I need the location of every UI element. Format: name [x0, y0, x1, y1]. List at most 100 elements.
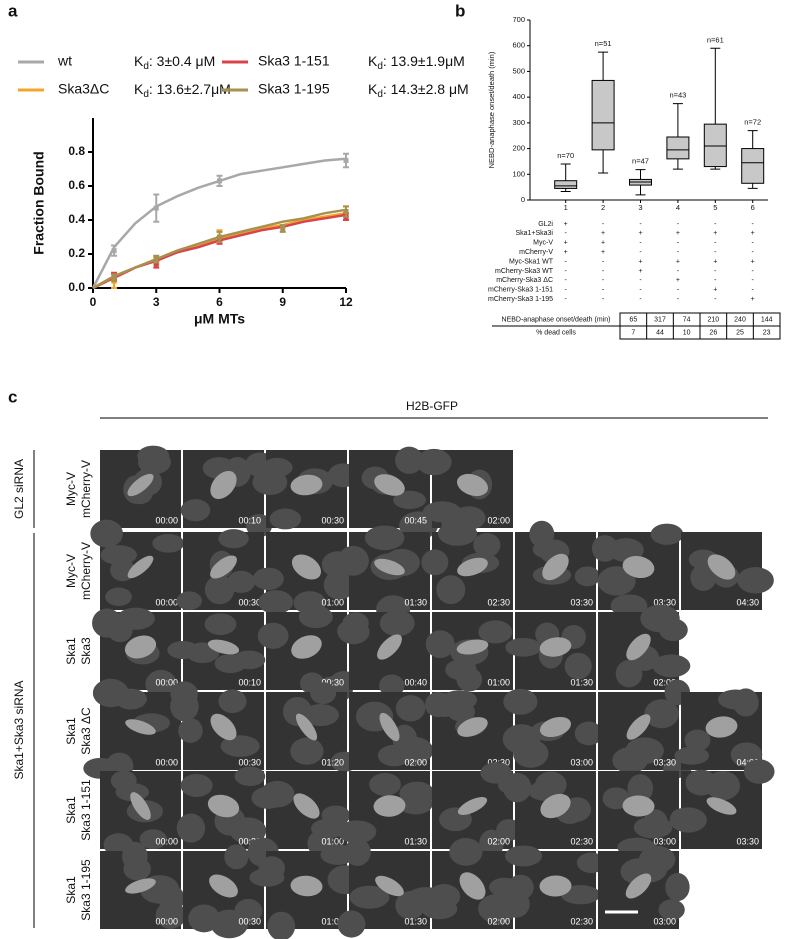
x-tick-label: 6 [216, 295, 223, 309]
timestamp: 00:00 [155, 597, 178, 607]
condition-mark: - [752, 287, 755, 294]
nucleus [218, 689, 247, 714]
micrograph: 03:00 [598, 845, 690, 929]
condition-mark: + [676, 258, 680, 265]
nucleus [610, 594, 648, 618]
row-label: Myc-V [64, 472, 78, 506]
panel-label: b [455, 1, 465, 20]
data-point [111, 275, 117, 281]
nucleus [220, 735, 260, 757]
condition-mark: - [565, 287, 568, 294]
legend-kd-part: : 13.9±1.9μM [383, 53, 465, 69]
box [741, 148, 765, 184]
nucleus [92, 678, 129, 708]
nucleus [612, 746, 648, 774]
condition-mark: - [752, 221, 755, 228]
y-tick-label: 500 [512, 66, 525, 75]
timestamp: 03:30 [653, 597, 676, 607]
y-tick-label: 400 [512, 92, 525, 101]
nucleus [416, 448, 452, 476]
y-tick-label: 700 [512, 15, 525, 24]
nucleus [398, 793, 433, 815]
chromatin [625, 873, 652, 899]
timestamp: 03:00 [653, 836, 676, 846]
micrograph: 00:30 [252, 450, 359, 530]
nucleus [311, 818, 347, 839]
x-tick-label: 5 [713, 203, 717, 212]
legend-kd-part: d [377, 61, 383, 72]
nucleus [257, 622, 289, 649]
table-cell: 25 [736, 329, 744, 336]
nucleus [137, 450, 171, 475]
legend-kd-part: d [143, 89, 149, 100]
table-cell: 240 [734, 316, 746, 323]
nucleus [218, 529, 249, 549]
nucleus [139, 829, 167, 850]
nucleus [705, 770, 741, 801]
chromatin [539, 875, 572, 897]
n-label: n=47 [632, 157, 649, 166]
chromatin [374, 558, 405, 576]
chromatin [707, 554, 736, 580]
nucleus [379, 674, 405, 697]
whisker-low [747, 183, 758, 189]
whisker-low [672, 158, 683, 170]
row-label: Ska3 [79, 637, 93, 665]
nucleus [658, 618, 688, 642]
legend-kd-part: K [134, 53, 144, 69]
micrograph: 01:00 [252, 532, 356, 615]
condition-mark: + [676, 230, 680, 237]
micrograph: 01:20 [266, 682, 359, 772]
nucleus [337, 545, 369, 576]
table-cell: 144 [761, 316, 773, 323]
x-tick-label: 12 [339, 295, 353, 309]
x-tick-label: 3 [153, 295, 160, 309]
nucleus [269, 508, 302, 530]
legend-kd-part: K [134, 81, 144, 97]
chromatin [542, 553, 569, 581]
chromatin [373, 795, 406, 817]
x-tick-label: 6 [751, 203, 755, 212]
y-tick-label: 0.8 [68, 144, 85, 158]
condition-mark: - [677, 296, 680, 303]
chromatin [377, 634, 402, 660]
table-row-label: % dead cells [536, 329, 576, 336]
nucleus [690, 564, 717, 591]
condition-mark: - [602, 268, 605, 275]
condition-mark: + [564, 249, 568, 256]
nucleus [214, 653, 247, 674]
nucleus [234, 898, 263, 923]
micrograph: 03:30 [515, 520, 601, 610]
condition-mark: + [713, 258, 717, 265]
condition-mark: + [638, 268, 642, 275]
group-label: Ska1+Ska3 siRNA [12, 680, 26, 779]
timestamp: 00:40 [404, 677, 427, 687]
timestamp: 04:30 [736, 597, 759, 607]
nucleus [349, 885, 390, 909]
nucleus [123, 857, 151, 881]
nucleus [180, 774, 213, 798]
whisker-high [747, 130, 758, 149]
nucleus [424, 692, 451, 718]
y-axis-label: Fraction Bound [31, 151, 47, 254]
box [666, 136, 690, 160]
condition-mark: - [677, 249, 680, 256]
nucleus [644, 699, 679, 729]
timestamp: 02:00 [487, 836, 510, 846]
table-row-label: NEBD-anaphase onset/death (min) [502, 316, 611, 323]
condition-mark: - [639, 296, 642, 303]
chromatin [207, 794, 240, 818]
chromatin [456, 639, 489, 655]
nucleus [505, 637, 542, 657]
chromatin [375, 875, 404, 897]
condition-label: mCherry-Ska3 1-151 [488, 287, 553, 294]
nucleus [176, 813, 206, 843]
legend-label: Ska3 1-151 [258, 53, 330, 69]
nucleus [627, 774, 654, 803]
data-point [343, 158, 349, 163]
condition-mark: - [602, 296, 605, 303]
y-tick-label: 0.2 [68, 246, 85, 260]
y-tick-label: 300 [512, 118, 525, 127]
micrograph: 00:10 [167, 612, 266, 690]
micrograph: 01:30 [337, 838, 445, 938]
